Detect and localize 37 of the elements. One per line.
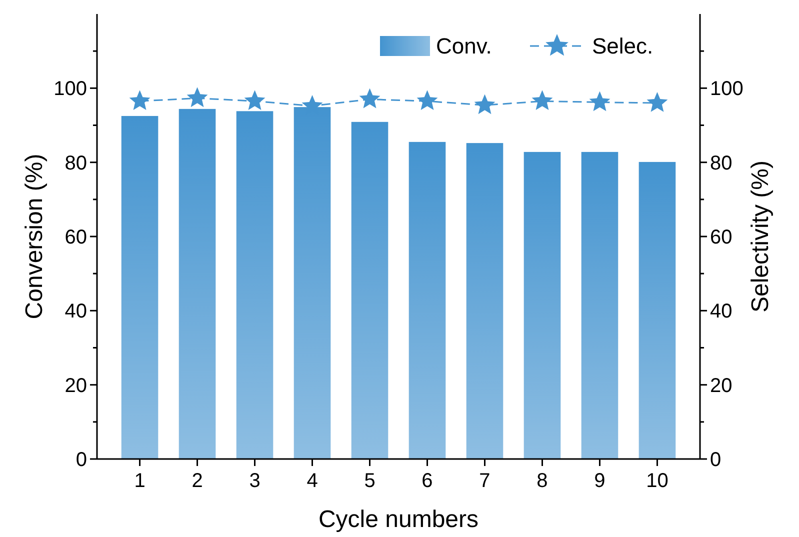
legend-label: Conv. bbox=[436, 34, 492, 59]
x-tick-label: 3 bbox=[249, 470, 260, 492]
bar bbox=[236, 111, 274, 459]
x-tick-label: 10 bbox=[646, 470, 668, 492]
bar bbox=[351, 122, 388, 459]
bar bbox=[178, 108, 216, 459]
bar bbox=[121, 116, 158, 459]
x-tick-label: 5 bbox=[364, 470, 376, 492]
y2-tick-label: 0 bbox=[710, 449, 722, 471]
y-tick-label: 100 bbox=[54, 78, 87, 100]
bar bbox=[408, 142, 446, 459]
y-tick-label: 40 bbox=[64, 300, 87, 323]
y-tick-label: 20 bbox=[64, 374, 87, 397]
x-tick-label: 4 bbox=[306, 470, 318, 492]
x-axis-title: Cycle numbers bbox=[318, 506, 479, 533]
x-tick-label: 8 bbox=[536, 470, 548, 492]
y-tick-label: 0 bbox=[76, 449, 87, 471]
y2-axis-title: Selectivity (%) bbox=[747, 160, 774, 313]
y2-tick-label: 60 bbox=[710, 226, 732, 248]
x-tick-label: 1 bbox=[134, 470, 146, 492]
y-axis-title: Conversion (%) bbox=[21, 154, 48, 320]
bar bbox=[638, 162, 676, 459]
y-tick-label: 80 bbox=[64, 152, 87, 174]
y2-tick-label: 100 bbox=[710, 78, 744, 100]
bar bbox=[466, 143, 504, 459]
x-tick-label: 6 bbox=[422, 470, 433, 492]
x-tick-label: 2 bbox=[192, 470, 203, 492]
y-tick-label: 60 bbox=[64, 226, 87, 248]
bar bbox=[294, 107, 331, 459]
y2-tick-label: 40 bbox=[710, 300, 732, 323]
bar bbox=[581, 152, 618, 459]
y2-tick-label: 20 bbox=[710, 374, 732, 397]
legend-label: Selec. bbox=[592, 34, 654, 59]
y2-tick-label: 80 bbox=[710, 152, 732, 174]
x-tick-label: 7 bbox=[479, 470, 490, 492]
bar bbox=[524, 152, 561, 459]
x-tick-label: 9 bbox=[594, 470, 606, 492]
